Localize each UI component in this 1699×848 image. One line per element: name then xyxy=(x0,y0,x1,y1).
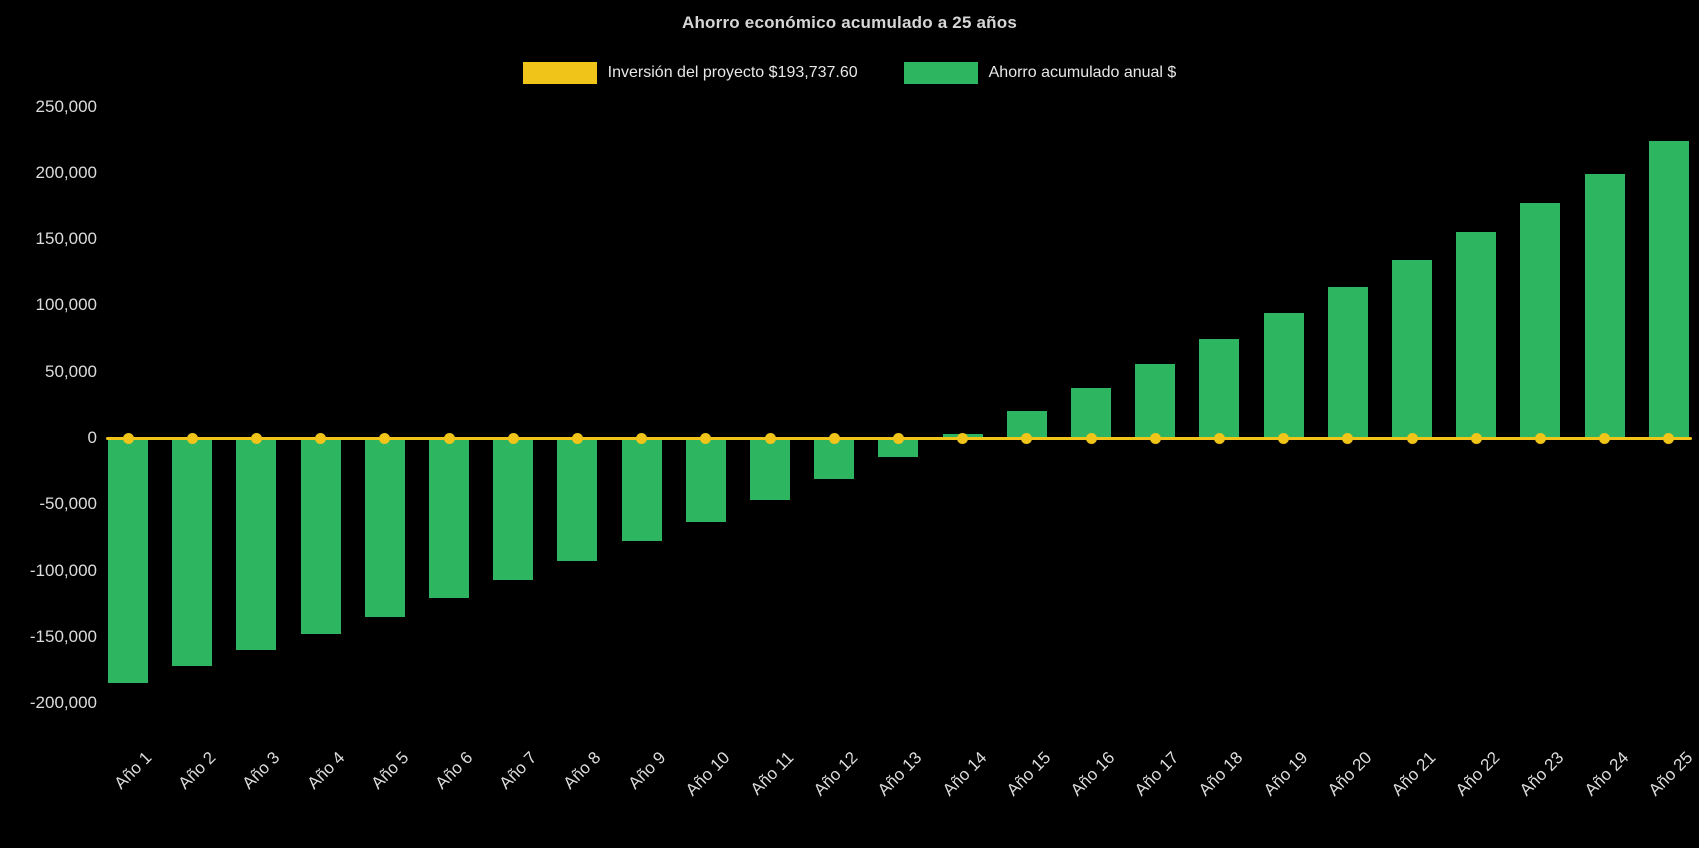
bar-year-7 xyxy=(493,438,534,580)
y-tick-label: -100,000 xyxy=(29,560,97,580)
x-tick-label-year-4: Año 4 xyxy=(303,748,349,793)
x-tick-label-year-24: Año 24 xyxy=(1580,748,1633,800)
x-tick-label-year-11: Año 11 xyxy=(746,748,798,799)
bar-year-16 xyxy=(1071,387,1111,438)
x-tick-label-year-14: Año 14 xyxy=(938,748,991,800)
investment-marker-year-21 xyxy=(1406,432,1418,444)
bar-year-17 xyxy=(1135,363,1176,438)
bar-year-22 xyxy=(1456,232,1497,438)
x-tick-label-year-25: Año 25 xyxy=(1644,748,1697,800)
bar-year-10 xyxy=(685,438,726,522)
legend-item-savings[interactable]: Ahorro acumulado anual $ xyxy=(903,62,1177,84)
legend-label-investment: Inversión del proyecto $193,737.60 xyxy=(607,64,858,81)
bar-year-3 xyxy=(236,438,277,651)
bar-year-11 xyxy=(750,438,790,501)
x-tick-label-year-17: Año 17 xyxy=(1131,748,1183,800)
bar-year-18 xyxy=(1199,338,1240,438)
x-tick-label-year-13: Año 13 xyxy=(874,748,926,800)
investment-marker-year-15 xyxy=(1021,432,1033,444)
investment-marker-year-8 xyxy=(571,432,583,444)
bar-year-13 xyxy=(878,438,919,457)
x-tick-label-year-18: Año 18 xyxy=(1195,748,1247,800)
y-tick-label: 0 xyxy=(87,428,97,447)
y-tick-label: -50,000 xyxy=(39,494,97,514)
investment-marker-year-18 xyxy=(1213,432,1225,444)
x-tick-label-year-5: Año 5 xyxy=(367,748,413,793)
y-tick-label: -200,000 xyxy=(29,693,97,713)
investment-marker-year-23 xyxy=(1534,432,1546,444)
x-tick-label-year-2: Año 2 xyxy=(174,748,220,793)
investment-marker-year-11 xyxy=(764,432,776,444)
bar-year-6 xyxy=(429,438,469,599)
investment-marker-year-5 xyxy=(379,432,391,444)
x-tick-label-year-23: Año 23 xyxy=(1516,748,1568,800)
x-tick-label-year-21: Año 21 xyxy=(1387,748,1440,800)
bar-year-8 xyxy=(557,438,598,562)
y-tick-label: 250,000 xyxy=(35,96,97,116)
x-tick-label-year-10: Año 10 xyxy=(681,748,734,800)
bar-year-19 xyxy=(1263,313,1304,438)
x-tick-label-year-22: Año 22 xyxy=(1452,748,1504,800)
legend-label-savings: Ahorro acumulado anual $ xyxy=(988,64,1177,81)
investment-marker-year-24 xyxy=(1599,432,1611,444)
x-tick-label-year-8: Año 8 xyxy=(559,748,605,793)
investment-marker-year-12 xyxy=(828,432,840,444)
y-tick-label: 50,000 xyxy=(45,361,97,381)
chart-title: Ahorro económico acumulado a 25 años xyxy=(682,13,1017,32)
bar-year-2 xyxy=(172,438,213,667)
y-tick-label: 200,000 xyxy=(35,162,97,182)
investment-swatch xyxy=(522,62,597,84)
investment-marker-year-13 xyxy=(892,432,904,444)
x-tick-label-year-3: Año 3 xyxy=(238,748,284,793)
bar-year-25 xyxy=(1648,140,1689,438)
legend-item-investment[interactable]: Inversión del proyecto $193,737.60 xyxy=(522,62,858,84)
bar-year-20 xyxy=(1327,286,1368,438)
investment-marker-year-1 xyxy=(122,432,134,444)
investment-marker-year-19 xyxy=(1278,432,1290,444)
investment-marker-year-7 xyxy=(507,432,519,444)
y-tick-label: 150,000 xyxy=(35,229,97,249)
investment-marker-year-25 xyxy=(1663,432,1675,444)
investment-marker-year-4 xyxy=(315,432,327,444)
x-tick-label-year-19: Año 19 xyxy=(1259,748,1312,800)
x-tick-label-year-1: Año 1 xyxy=(110,748,156,793)
bar-year-21 xyxy=(1392,260,1432,438)
investment-marker-year-20 xyxy=(1342,432,1354,444)
x-tick-label-year-6: Año 6 xyxy=(431,748,477,793)
bar-year-5 xyxy=(364,438,405,617)
x-tick-label-year-12: Año 12 xyxy=(810,748,862,800)
savings-swatch xyxy=(903,62,978,84)
x-tick-label-year-15: Año 15 xyxy=(1002,748,1055,800)
x-tick-label-year-7: Año 7 xyxy=(495,748,541,793)
investment-marker-year-17 xyxy=(1149,432,1161,444)
bar-year-12 xyxy=(814,438,855,480)
y-tick-label: -150,000 xyxy=(29,626,97,646)
investment-marker-year-9 xyxy=(636,432,648,444)
bar-year-1 xyxy=(108,438,148,684)
investment-marker-year-10 xyxy=(700,432,712,444)
bar-year-24 xyxy=(1584,174,1625,438)
bar-year-4 xyxy=(300,438,341,635)
bar-year-23 xyxy=(1520,203,1561,438)
investment-marker-year-6 xyxy=(443,432,455,444)
x-tick-label-year-9: Año 9 xyxy=(624,748,670,793)
investment-marker-year-2 xyxy=(186,432,198,444)
investment-marker-year-3 xyxy=(250,432,262,444)
legend: Inversión del proyecto $193,737.60 Ahorr… xyxy=(0,62,1699,84)
y-tick-label: 100,000 xyxy=(35,295,97,315)
investment-marker-year-22 xyxy=(1470,432,1482,444)
investment-marker-year-14 xyxy=(957,432,969,444)
x-tick-label-year-20: Año 20 xyxy=(1323,748,1376,800)
bar-year-9 xyxy=(621,438,662,542)
investment-marker-year-16 xyxy=(1085,432,1097,444)
x-tick-label-year-16: Año 16 xyxy=(1066,748,1119,800)
